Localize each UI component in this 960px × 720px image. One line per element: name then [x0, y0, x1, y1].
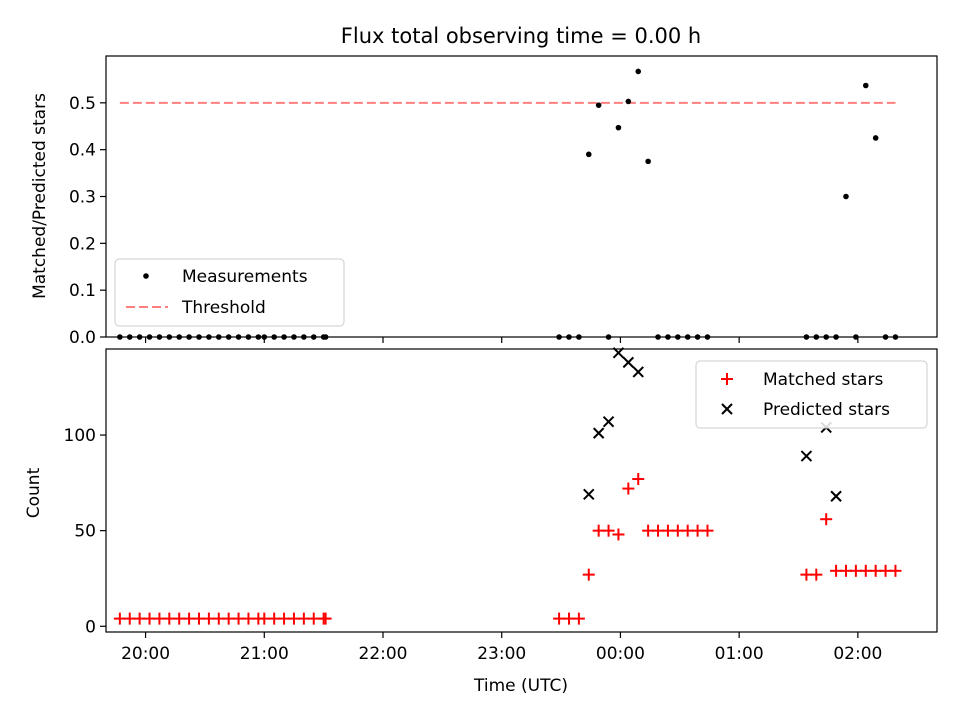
matched-star-points — [113, 473, 902, 625]
matched-star-point — [820, 513, 833, 526]
predicted-star-point — [632, 366, 644, 378]
top-plot-frame — [105, 55, 938, 338]
top-x-ticks — [144, 337, 859, 343]
predicted-star-point — [622, 356, 635, 369]
legend-threshold-label: Threshold — [181, 298, 266, 318]
bottom-y-tick-label: 100 — [64, 426, 96, 446]
predicted-star-point — [583, 488, 595, 501]
matched-star-point — [632, 473, 645, 486]
predicted-star-point — [602, 415, 615, 428]
measurement-point — [585, 151, 592, 158]
top-legend: Measurements Threshold — [114, 258, 345, 327]
legend-measurements-marker — [143, 273, 149, 279]
top-y-tick-label: 0.0 — [69, 328, 96, 348]
matched-star-point — [810, 568, 823, 581]
legend-predicted-marker — [721, 403, 733, 415]
matched-star-point — [622, 482, 635, 495]
measurement-point — [615, 124, 622, 131]
x-tick-label: 22:00 — [359, 644, 408, 664]
top-legend-box — [114, 258, 345, 327]
predicted-star-points — [583, 347, 842, 502]
x-tick-label: 00:00 — [596, 644, 645, 664]
bottom-plot-frame — [105, 348, 938, 633]
top-y-axis-label: Matched/Predicted stars — [30, 93, 50, 299]
bottom-y-tick-label: 0 — [85, 617, 96, 637]
x-tick-label: 20:00 — [121, 644, 170, 664]
bottom-panel: 0 50 100 20:00 21:00 22:00 23:00 00:00 01:00 02:… — [24, 347, 938, 696]
predicted-star-point — [830, 490, 842, 502]
chart-title: Flux total observing time = 0.00 h — [341, 24, 701, 48]
measurement-point — [595, 102, 602, 108]
bottom-y-axis-label: Count — [24, 467, 44, 518]
predicted-star-point — [800, 450, 813, 462]
bottom-y-tick-label: 50 — [74, 522, 96, 542]
matched-star-point — [701, 524, 714, 537]
bottom-legend-box — [695, 360, 928, 429]
bottom-x-ticks: 20:00 21:00 22:00 23:00 00:00 01:00 02:00 — [121, 632, 882, 664]
x-tick-label: 01:00 — [715, 644, 764, 664]
bottom-legend: Matched stars Predicted stars — [695, 360, 928, 429]
matched-star-point — [582, 568, 595, 581]
x-tick-label: 21:00 — [240, 644, 289, 664]
top-y-tick-label: 0.4 — [69, 141, 96, 161]
matched-star-point — [612, 528, 625, 541]
matched-star-point — [319, 612, 332, 625]
x-tick-label: 02:00 — [833, 644, 882, 664]
measurement-point — [645, 158, 651, 165]
matched-star-point — [572, 612, 585, 625]
legend-measurements-label: Measurements — [182, 267, 308, 287]
x-axis-label: Time (UTC) — [473, 676, 568, 696]
measurement-point — [872, 135, 879, 141]
top-y-ticks: 0.0 0.1 0.2 0.3 0.4 0.5 — [69, 94, 106, 348]
legend-matched-marker — [721, 373, 733, 385]
matched-star-point — [889, 564, 902, 577]
x-tick-label: 23:00 — [477, 644, 526, 664]
top-y-tick-label: 0.5 — [69, 94, 96, 114]
legend-predicted-label: Predicted stars — [763, 400, 890, 420]
predicted-star-point — [592, 427, 605, 439]
top-y-tick-label: 0.1 — [69, 281, 96, 301]
measurement-point — [843, 193, 849, 200]
bottom-y-ticks: 0 50 100 — [64, 426, 106, 637]
measurement-point — [635, 68, 642, 75]
measurement-point — [625, 98, 632, 105]
matched-star-point — [602, 524, 615, 537]
measurement-point — [862, 82, 869, 89]
legend-matched-label: Matched stars — [763, 370, 883, 390]
top-panel: 0.0 0.1 0.2 0.3 0.4 0.5 Matched/Predicted sta… — [30, 55, 938, 348]
top-y-tick-label: 0.2 — [69, 234, 96, 254]
top-y-tick-label: 0.3 — [69, 188, 96, 208]
